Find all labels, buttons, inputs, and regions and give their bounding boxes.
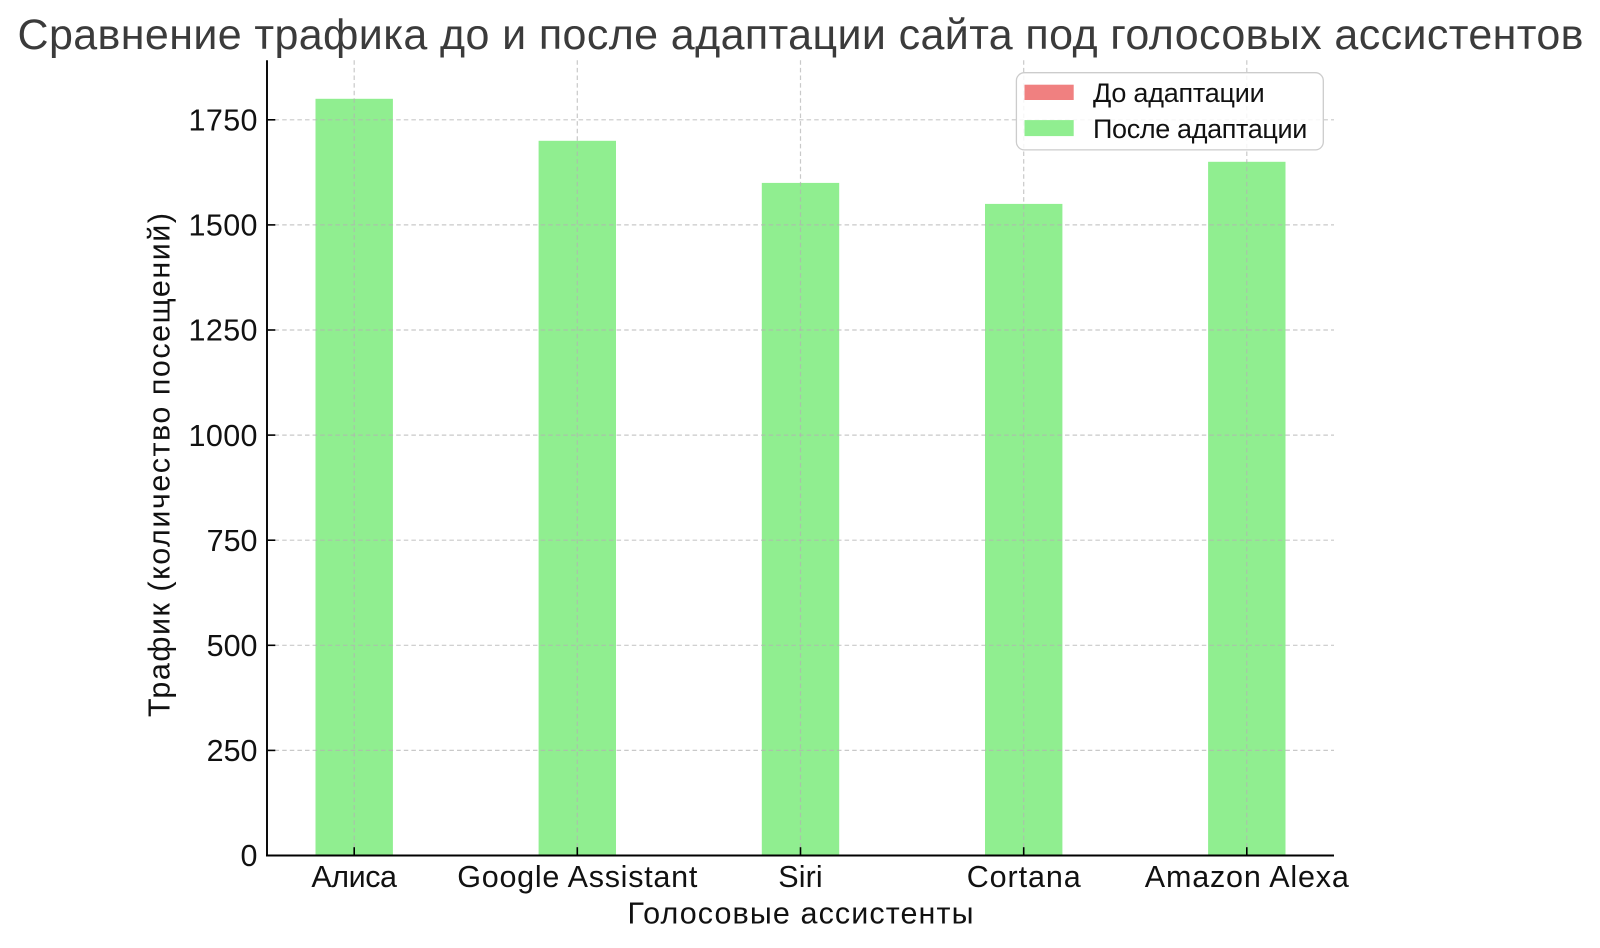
svg-text:Cortana: Cortana [967, 860, 1081, 894]
svg-text:До адаптации: До адаптации [1093, 78, 1265, 108]
svg-text:Алиса: Алиса [311, 860, 397, 894]
svg-text:1000: 1000 [189, 419, 258, 453]
svg-text:Amazon Alexa: Amazon Alexa [1145, 860, 1349, 894]
svg-text:Siri: Siri [778, 860, 822, 894]
svg-text:Голосовые ассистенты: Голосовые ассистенты [628, 897, 974, 931]
svg-text:250: 250 [207, 734, 258, 768]
svg-text:Google Assistant: Google Assistant [457, 860, 698, 894]
svg-text:1500: 1500 [189, 209, 258, 243]
svg-text:Сравнение трафика до и после а: Сравнение трафика до и после адаптации с… [18, 11, 1584, 59]
svg-text:1250: 1250 [189, 314, 258, 348]
svg-text:Трафик (количество посещений): Трафик (количество посещений) [143, 213, 177, 717]
svg-text:750: 750 [207, 524, 258, 558]
svg-text:1750: 1750 [189, 104, 258, 138]
svg-text:После адаптации: После адаптации [1093, 114, 1307, 144]
svg-text:0: 0 [241, 839, 258, 873]
svg-text:500: 500 [207, 629, 258, 663]
